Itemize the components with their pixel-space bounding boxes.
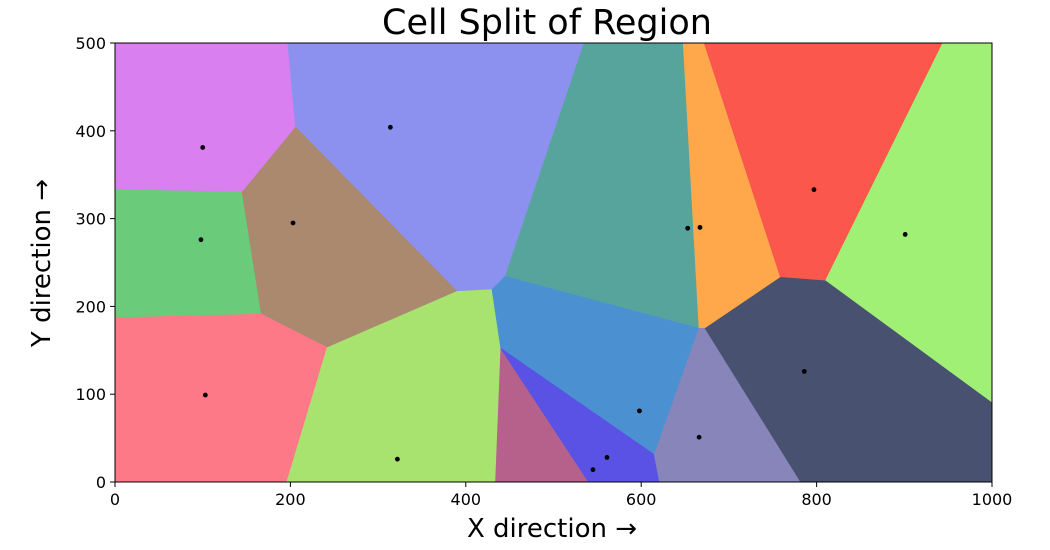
seed-point-4 [290, 220, 296, 226]
seed-point-3 [202, 392, 208, 398]
chart-title: Cell Split of Region [382, 3, 712, 43]
voronoi-cell-7 [114, 189, 262, 319]
y-tick-label: 0 [96, 473, 106, 492]
seed-point-11 [697, 224, 703, 230]
seed-points [198, 124, 908, 473]
y-tick-label: 200 [75, 297, 106, 316]
seed-point-15 [902, 232, 908, 237]
y-tick-label: 500 [75, 34, 106, 53]
y-tick-label: 300 [75, 210, 106, 229]
y-axis-ticks: 0 100 200 300 400 500 [75, 34, 115, 492]
seed-point-2 [198, 237, 204, 243]
seed-point-7 [590, 467, 596, 473]
x-tick-label: 1000 [972, 490, 1013, 509]
x-tick-label: 800 [801, 490, 832, 509]
x-axis-label: X direction → [467, 514, 637, 544]
seed-point-9 [637, 408, 642, 414]
y-tick-label: 100 [75, 385, 106, 404]
seed-point-13 [801, 368, 807, 374]
seed-point-10 [685, 225, 691, 231]
x-tick-label: 200 [275, 490, 306, 509]
voronoi-cells [114, 42, 993, 483]
seed-point-1 [200, 145, 206, 150]
plot-frame [114, 42, 993, 483]
seed-point-14 [811, 187, 817, 193]
seed-point-8 [604, 455, 610, 460]
seed-point-6 [394, 456, 400, 462]
seed-point-12 [696, 434, 702, 440]
x-tick-label: 600 [626, 490, 657, 509]
x-tick-label: 400 [451, 490, 482, 509]
y-axis-label: Y direction → [27, 179, 57, 348]
x-axis-ticks: 0 200 400 600 800 1000 [110, 482, 1012, 509]
y-tick-label: 400 [75, 122, 106, 141]
x-tick-label: 0 [110, 490, 120, 509]
seed-point-5 [387, 124, 393, 130]
